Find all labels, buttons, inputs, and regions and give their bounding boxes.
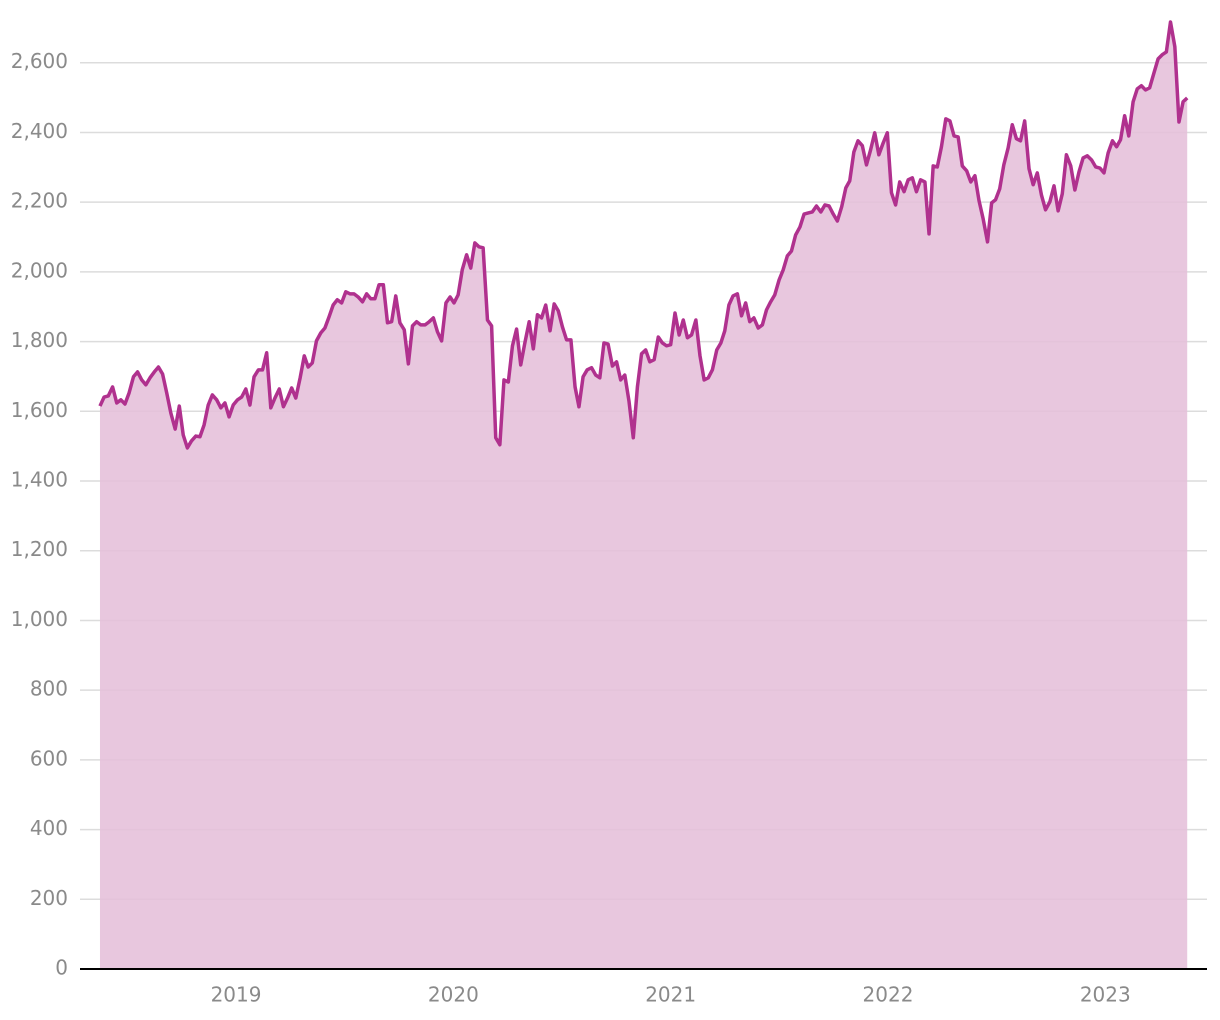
y-tick-label: 800 — [30, 677, 68, 701]
y-tick-label: 2,000 — [11, 258, 68, 282]
y-tick-label: 400 — [30, 816, 68, 840]
y-tick-label: 1,800 — [11, 328, 68, 352]
x-tick-label: 2023 — [1080, 983, 1131, 1007]
axes: 0 200 400 600 800 1,000 1,200 1,400 1,600 1,800 2,… — [11, 49, 1207, 1007]
y-tick-label: 1,200 — [11, 537, 68, 561]
plot — [98, 20, 1189, 969]
x-tick-label: 2019 — [211, 983, 262, 1007]
y-tick-label: 2,400 — [11, 119, 68, 143]
y-tick-label: 1,000 — [11, 607, 68, 631]
y-tick-label: 1,600 — [11, 398, 68, 422]
x-tick-label: 2020 — [428, 983, 479, 1007]
y-tick-label: 600 — [30, 746, 68, 770]
line — [98, 20, 1189, 450]
x-tick-label: 2022 — [863, 983, 914, 1007]
y-tick-label: 2,600 — [11, 49, 68, 73]
area — [99, 21, 1188, 969]
y-tick-label: 200 — [30, 886, 68, 910]
x-tick-label: 2021 — [645, 983, 696, 1007]
y-tick-label: 1,400 — [11, 468, 68, 492]
y-tick-label: 0 — [55, 956, 68, 980]
y-tick-label: 2,200 — [11, 189, 68, 213]
